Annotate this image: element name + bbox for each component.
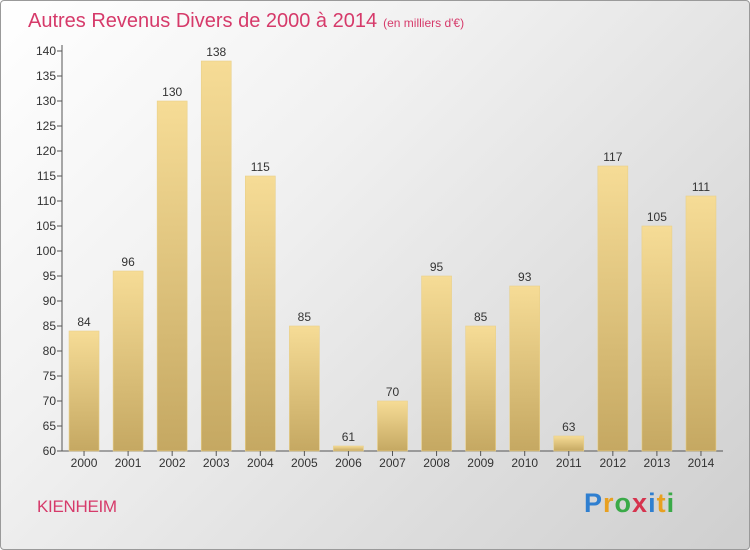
proxiti-logo: Proxiti (584, 488, 675, 519)
data-label: 85 (474, 310, 488, 324)
y-tick-label: 75 (43, 369, 57, 383)
data-label: 95 (430, 260, 444, 274)
x-tick-label: 2006 (335, 456, 362, 470)
bar (200, 60, 232, 452)
data-label: 115 (251, 160, 270, 174)
x-tick-label: 2002 (159, 456, 186, 470)
bar (553, 435, 585, 452)
logo-letter: o (614, 488, 633, 518)
x-tick-label: 2005 (291, 456, 318, 470)
data-label: 117 (603, 150, 622, 164)
bar (421, 275, 452, 452)
y-tick-label: 105 (36, 219, 56, 233)
x-tick-label: 2004 (247, 456, 274, 470)
logo-letter: i (666, 488, 676, 518)
y-tick-label: 90 (43, 294, 57, 308)
y-tick-label: 85 (43, 319, 57, 333)
data-label: 138 (206, 45, 226, 59)
y-tick-label: 135 (36, 69, 56, 83)
chart-title-unit: (en milliers d'€) (383, 16, 465, 30)
bar (509, 285, 541, 452)
bar (597, 165, 629, 452)
y-tick-label: 110 (37, 194, 56, 208)
logo-letter: x (632, 488, 649, 518)
y-tick-label: 70 (43, 394, 57, 408)
data-label: 93 (518, 270, 532, 284)
x-tick-label: 2000 (71, 456, 98, 470)
y-tick-label: 80 (43, 344, 57, 358)
x-tick-label: 2013 (644, 456, 671, 470)
data-label: 105 (647, 210, 667, 224)
bar (112, 270, 144, 452)
x-tick-label: 2011 (556, 456, 582, 470)
y-tick-label: 115 (37, 169, 56, 183)
x-tick-label: 2008 (423, 456, 450, 470)
logo-letter: r (603, 488, 615, 518)
bar (289, 325, 320, 452)
data-label: 85 (298, 310, 312, 324)
y-tick-label: 130 (36, 94, 56, 108)
y-tick-label: 95 (43, 269, 57, 283)
x-tick-label: 2014 (688, 456, 715, 470)
data-label: 70 (386, 385, 400, 399)
data-label: 130 (162, 85, 182, 99)
x-tick-label: 2007 (379, 456, 406, 470)
y-tick-label: 60 (43, 444, 57, 458)
bar (245, 175, 276, 452)
location-label: KIENHEIM (37, 497, 117, 516)
x-tick-label: 2001 (115, 456, 142, 470)
x-tick-label: 2009 (467, 456, 494, 470)
y-tick-label: 120 (36, 144, 56, 158)
chart-title-main: Autres Revenus Divers de 2000 à 2014 (28, 10, 378, 32)
logo-letter: i (648, 488, 657, 518)
bar (68, 330, 100, 452)
bar (156, 100, 188, 452)
bar (641, 225, 673, 452)
y-tick-label: 125 (36, 119, 56, 133)
bar (333, 445, 364, 452)
x-tick-label: 2003 (203, 456, 230, 470)
y-tick-label: 65 (43, 419, 57, 433)
logo-letter: t (656, 488, 667, 518)
logo-letter: P (584, 488, 604, 518)
chart-title: Autres Revenus Divers de 2000 à 2014 (en … (28, 10, 464, 33)
data-label: 61 (342, 430, 356, 444)
data-label: 96 (121, 255, 135, 269)
x-tick-label: 2012 (599, 456, 626, 470)
data-label: 84 (77, 315, 91, 329)
y-tick-label: 140 (36, 44, 56, 58)
x-tick-label: 2010 (511, 456, 538, 470)
data-label: 63 (562, 420, 576, 434)
bar (465, 325, 496, 452)
data-label: 111 (692, 180, 711, 194)
bar (377, 400, 408, 452)
bar (685, 195, 717, 452)
y-tick-label: 100 (36, 244, 56, 258)
